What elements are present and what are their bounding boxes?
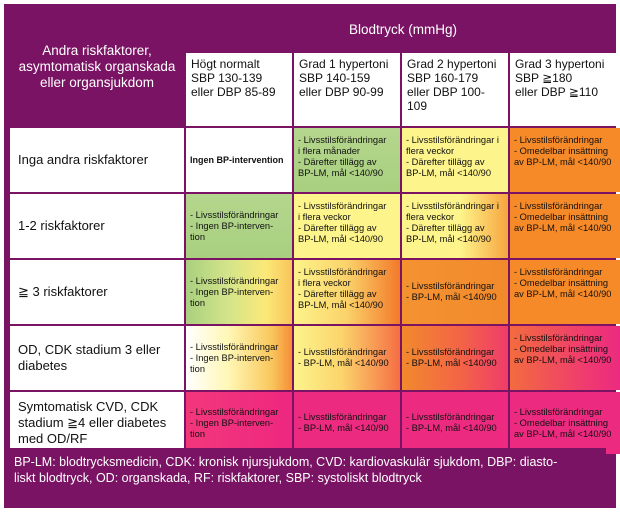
header-risk-factors: Andra riskfaktorer, asymtomatisk organsk…: [18, 42, 176, 90]
rec-cell: - Livsstilsförändringar - Ingen BP-inter…: [186, 194, 292, 258]
rec-cell: Ingen BP-intervention: [186, 128, 292, 192]
row-label-1-2-risk: 1-2 riskfaktorer: [10, 194, 184, 258]
footnote-line-1: BP-LM: blodtrycksmedicin, CDK: kronisk n…: [14, 455, 558, 469]
rec-cell: - Livsstilsförändringar - BP-LM, mål <14…: [402, 326, 508, 390]
grade-sbp: SBP 140-159: [299, 71, 371, 85]
rec-cell: - Livsstilsförändringar - BP-LM, mål <14…: [294, 392, 400, 454]
rec-cell: - Livsstilsförändringar - Omedelbar insä…: [510, 392, 620, 454]
footnote: BP-LM: blodtrycksmedicin, CDK: kronisk n…: [6, 448, 606, 486]
grade-2-hypertension: Grad 2 hypertoni SBP 160-179 eller DBP 1…: [402, 53, 508, 126]
rec-cell: - Livsstilsförändringar - Ingen BP-inter…: [186, 392, 292, 454]
rec-cell: - Livsstilsförändringar i flera veckor -…: [294, 194, 400, 258]
grade-dbp: eller DBP 85-89: [191, 85, 276, 99]
rec-cell: - Livsstilsförändringar - Ingen BP-inter…: [186, 260, 292, 324]
grade-title: Grad 3 hypertoni: [515, 57, 605, 71]
rec-cell: - Livsstilsförändringar - BP-LM, mål <14…: [402, 260, 508, 324]
grade-sbp: SBP 130-139: [191, 71, 263, 85]
grade-1-hypertension: Grad 1 hypertoni SBP 140-159 eller DBP 9…: [294, 53, 400, 126]
row-label-3-plus-risk: ≧ 3 riskfaktorer: [10, 260, 184, 324]
rec-cell: - Livsstilsförändringar i flera månader …: [294, 128, 400, 192]
grade-high-normal: Högt normalt SBP 130-139 eller DBP 85-89: [186, 53, 292, 126]
rec-cell: - Livsstilsförändringar - BP-LM, mål <14…: [294, 326, 400, 390]
rec-cell: - Livsstilsförändringar - Ingen BP-inter…: [186, 326, 292, 390]
rec-cell: - Livsstilsförändringar i flera veckor -…: [402, 128, 508, 192]
grade-dbp: eller DBP ≧110: [515, 85, 598, 99]
grade-sbp: SBP 160-179: [407, 71, 479, 85]
rec-cell: - Livsstilsförändringar i flera veckor -…: [402, 194, 508, 258]
rec-cell: - Livsstilsförändringar i flera veckor -…: [294, 260, 400, 324]
grade-dbp: eller DBP 100-109: [407, 85, 485, 113]
footnote-line-2: liskt blodtryck, OD: organskada, RF: ris…: [14, 471, 422, 485]
row-label-symptomatic-cvd: Symtomatisk CVD, CDK stadium ≧4 eller di…: [10, 392, 184, 454]
grade-sbp: SBP ≧180: [515, 71, 573, 85]
table-frame: Andra riskfaktorer, asymtomatisk organsk…: [4, 4, 620, 508]
rec-cell: - Livsstilsförändringar - Omedelbar insä…: [510, 260, 620, 324]
grade-title: Grad 2 hypertoni: [407, 57, 497, 71]
grade-dbp: eller DBP 90-99: [299, 85, 384, 99]
header-blood-pressure: Blodtryck (mmHg): [348, 21, 457, 37]
rec-cell: - Livsstilsförändringar - Omedelbar insä…: [510, 128, 620, 192]
rec-cell: - Livsstilsförändringar - BP-LM, mål <14…: [402, 392, 508, 454]
risk-table: Andra riskfaktorer, asymtomatisk organsk…: [10, 7, 620, 454]
grade-3-hypertension: Grad 3 hypertoni SBP ≧180 eller DBP ≧110: [510, 53, 620, 126]
grade-title: Grad 1 hypertoni: [299, 57, 389, 71]
row-label-no-risk: Inga andra riskfaktorer: [10, 128, 184, 192]
row-label-od-cdk3-diabetes: OD, CDK stadium 3 eller diabetes: [10, 326, 184, 390]
rec-cell: - Livsstilsförändringar - Omedelbar insä…: [510, 326, 620, 390]
grade-title: Högt normalt: [191, 57, 260, 71]
rec-cell: - Livsstilsförändringar - Omedelbar insä…: [510, 194, 620, 258]
